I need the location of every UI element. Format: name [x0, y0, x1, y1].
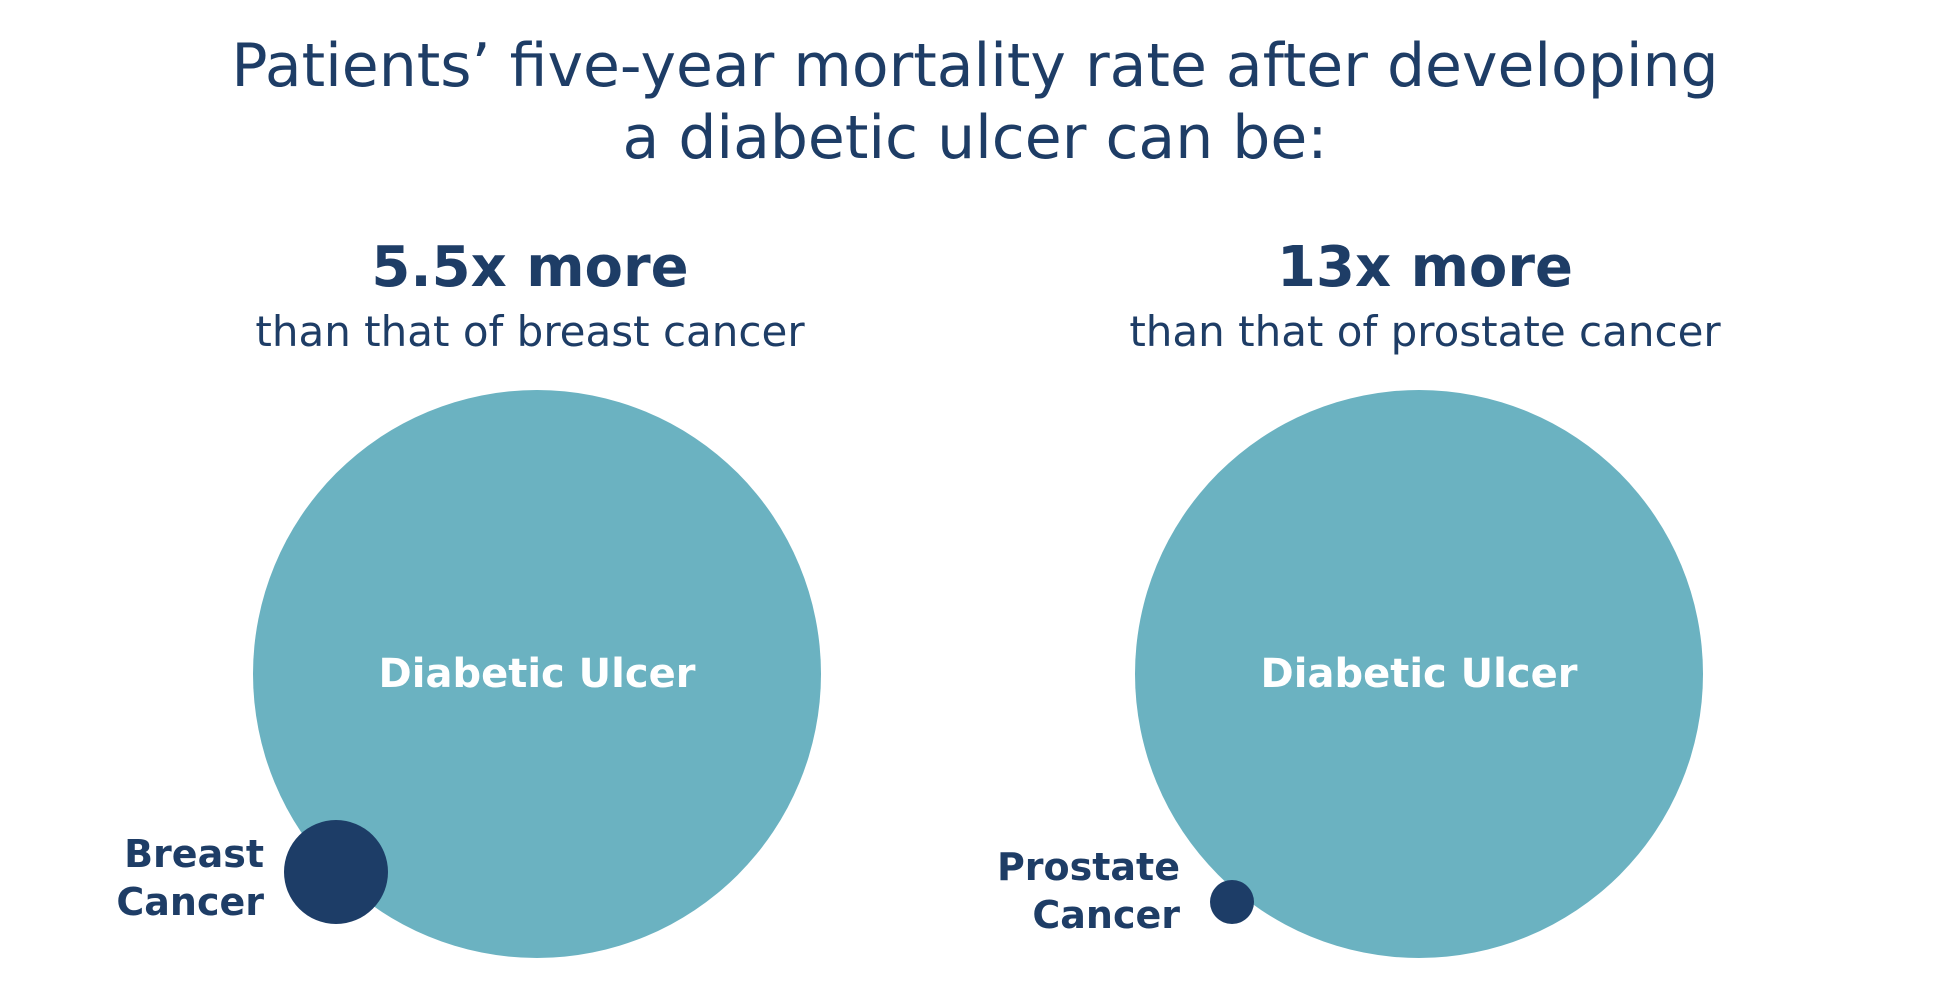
breast-cancer-label-line-1: Breast — [124, 832, 264, 876]
comparison-breast-cancer: 5.5x more than that of breast cancer Dia… — [60, 236, 821, 958]
prostate-cancer-circle — [1210, 880, 1254, 924]
prostate-cancer-label-line-2: Cancer — [1032, 893, 1180, 937]
headline-line-2: a diabetic ulcer can be: — [622, 103, 1328, 173]
breast-cancer-label-line-2: Cancer — [116, 880, 264, 924]
breast-cancer-label: Breast Cancer — [60, 830, 264, 926]
prostate-cancer-label: Prostate Cancer — [975, 843, 1180, 939]
multiplier-prostate: 13x more — [1277, 235, 1573, 300]
subtext-prostate: than that of prostate cancer — [1129, 307, 1721, 356]
comparison-prostate-cancer: 13x more than that of prostate cancer Di… — [975, 0, 1950, 1008]
prostate-cancer-label-line-1: Prostate — [996, 845, 1180, 889]
headline: Patients’ five-year mortality rate after… — [0, 30, 1950, 174]
breast-cancer-circle — [284, 820, 388, 924]
multiplier-breast: 5.5x more — [371, 235, 689, 300]
diabetic-ulcer-circle — [1135, 390, 1703, 958]
diabetic-ulcer-label: Diabetic Ulcer — [378, 651, 696, 697]
subtext-breast: than that of breast cancer — [255, 307, 805, 356]
diabetic-ulcer-label: Diabetic Ulcer — [1260, 651, 1578, 697]
headline-line-1: Patients’ five-year mortality rate after… — [231, 31, 1719, 101]
